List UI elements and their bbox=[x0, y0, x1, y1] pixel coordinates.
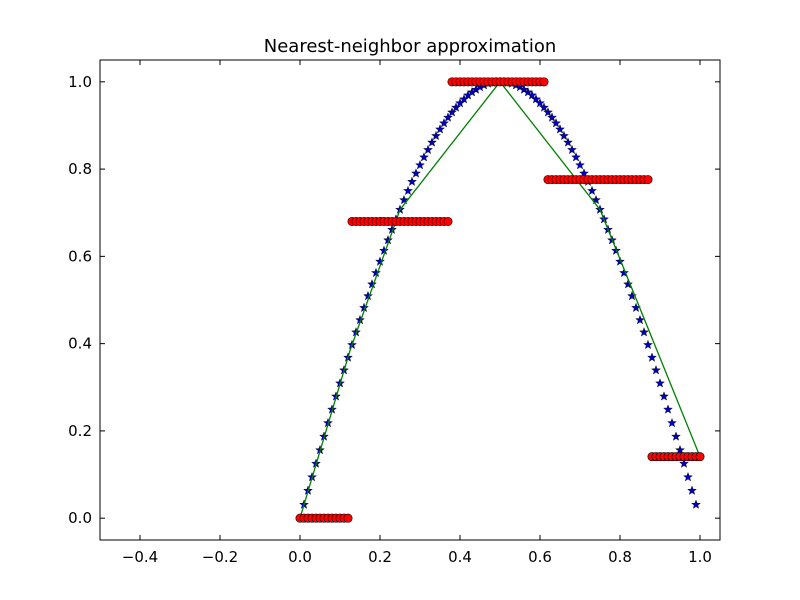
x-tick-label: 0.0 bbox=[288, 548, 312, 566]
y-tick-label: 0.8 bbox=[68, 160, 92, 178]
data-point-circle bbox=[643, 175, 653, 185]
data-point-star bbox=[679, 458, 689, 468]
data-point-star bbox=[635, 314, 645, 325]
data-point-star bbox=[403, 185, 413, 196]
data-point-star bbox=[411, 168, 421, 178]
data-point-star bbox=[587, 185, 597, 196]
x-tick-label: 0.2 bbox=[368, 548, 392, 566]
x-tick-label: −0.2 bbox=[202, 548, 238, 566]
data-point-star bbox=[591, 194, 601, 205]
data-point-star bbox=[663, 404, 673, 414]
x-tick-label: 0.6 bbox=[528, 548, 552, 566]
data-point-star bbox=[431, 130, 441, 141]
data-point-star bbox=[687, 485, 697, 495]
axes: −0.4 −0.2 0.0 0.2 0.4 0.6 0.8 1.0 0.0 0.2 0.4 0.6 0.… bbox=[68, 59, 721, 566]
data-point-star bbox=[451, 102, 461, 112]
data-point-star bbox=[427, 137, 437, 147]
data-point-star bbox=[543, 107, 553, 117]
y-tick-label: 0.6 bbox=[68, 247, 92, 265]
data-point-star bbox=[675, 444, 685, 455]
data-point-star bbox=[547, 112, 557, 122]
data-point-star bbox=[627, 290, 637, 301]
data-point-star bbox=[639, 327, 649, 337]
data-point-star bbox=[691, 499, 701, 509]
series-line bbox=[299, 80, 701, 519]
data-point-star bbox=[671, 431, 681, 441]
data-point-star bbox=[435, 124, 445, 134]
data-point-star bbox=[371, 267, 381, 278]
data-point-star bbox=[399, 194, 409, 205]
data-point-star bbox=[619, 267, 629, 278]
x-tick-label: 0.8 bbox=[608, 548, 632, 566]
data-point-star bbox=[527, 90, 537, 100]
data-point-star bbox=[643, 339, 653, 350]
y-tick-label: 0.4 bbox=[68, 335, 92, 353]
x-tick-label: 1.0 bbox=[688, 548, 712, 566]
data-point-circle bbox=[539, 77, 549, 87]
data-point-star bbox=[555, 124, 565, 134]
data-point-circle bbox=[695, 452, 705, 462]
data-point-star bbox=[423, 144, 433, 155]
data-point-circle bbox=[443, 216, 453, 226]
data-point-star bbox=[567, 144, 577, 155]
chart-title: Nearest-neighbor approximation bbox=[264, 36, 557, 57]
data-point-star bbox=[415, 159, 425, 170]
data-point-star bbox=[443, 112, 453, 122]
data-point-star bbox=[559, 130, 569, 141]
data-point-star bbox=[571, 152, 581, 162]
data-point-star bbox=[531, 94, 541, 104]
data-point-star bbox=[375, 256, 385, 266]
data-point-star bbox=[655, 378, 665, 388]
y-tick-label: 0.0 bbox=[68, 509, 92, 527]
data-point-star bbox=[659, 391, 669, 401]
data-point-star bbox=[535, 98, 545, 108]
y-tick-label: 0.2 bbox=[68, 422, 92, 440]
data-point-star bbox=[379, 245, 389, 255]
data-point-star bbox=[623, 279, 633, 289]
data-point-star bbox=[667, 417, 677, 428]
data-point-star bbox=[651, 365, 661, 375]
series-blue-star-markers bbox=[299, 76, 701, 509]
x-tick-label: 0.4 bbox=[448, 548, 472, 566]
plot-area bbox=[295, 76, 705, 523]
data-point-star bbox=[563, 137, 573, 147]
axes-frame bbox=[99, 59, 721, 541]
data-point-star bbox=[539, 102, 549, 112]
data-point-star bbox=[575, 159, 585, 170]
x-tick-label: −0.4 bbox=[122, 548, 158, 566]
data-point-star bbox=[447, 107, 457, 117]
data-point-star bbox=[683, 471, 693, 482]
data-point-star bbox=[551, 118, 561, 128]
data-point-star bbox=[647, 352, 657, 362]
series-red-circle-markers bbox=[295, 77, 705, 523]
data-point-circle bbox=[343, 513, 353, 523]
y-tick-label: 1.0 bbox=[68, 73, 92, 91]
series-green-line bbox=[299, 80, 701, 519]
data-point-star bbox=[439, 118, 449, 128]
data-point-star bbox=[407, 176, 417, 186]
data-point-star bbox=[519, 84, 529, 94]
data-point-star bbox=[367, 279, 377, 289]
data-point-star bbox=[615, 256, 625, 266]
data-point-star bbox=[419, 152, 429, 162]
